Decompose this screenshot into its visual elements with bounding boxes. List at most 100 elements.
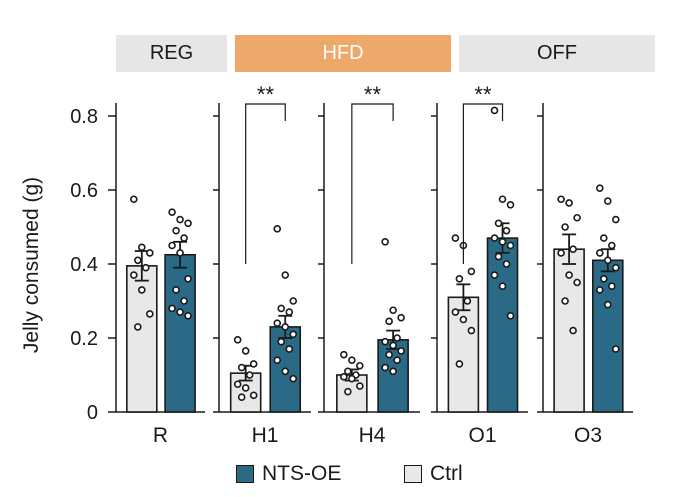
data-point <box>506 241 515 250</box>
jelly-consumption-chart: 0 0.2 0.4 0.6 0.8 R H1 ** H4 ** O1 ** O3 Jelly cons… <box>20 82 633 447</box>
data-point <box>348 356 356 365</box>
data-point <box>381 337 389 346</box>
data-point <box>273 225 282 233</box>
legend-swatch-nts-oe <box>236 465 254 483</box>
data-point <box>498 195 507 204</box>
legend: NTS-OE Ctrl <box>0 462 678 488</box>
data-point <box>289 297 298 305</box>
y-tick-label-0: 0 <box>87 402 98 424</box>
data-point <box>176 215 184 224</box>
data-point <box>233 380 242 389</box>
data-point <box>285 308 294 316</box>
data-point <box>146 310 154 318</box>
data-point <box>356 382 364 390</box>
significance-label: ** <box>257 82 275 107</box>
data-point <box>494 219 503 228</box>
data-point <box>611 263 620 272</box>
data-point <box>273 319 282 328</box>
data-point <box>569 326 577 335</box>
legend-item-ctrl: Ctrl <box>404 462 463 486</box>
data-point <box>241 347 250 355</box>
data-point <box>130 195 138 204</box>
data-point <box>180 297 188 305</box>
data-point <box>565 199 573 207</box>
data-point <box>241 384 250 392</box>
data-point <box>393 356 401 365</box>
panel-h4: H4 ** <box>318 82 420 447</box>
data-point <box>463 297 472 305</box>
data-point <box>249 391 258 400</box>
data-point <box>595 184 604 192</box>
data-point <box>611 215 620 224</box>
significance-bracket <box>351 103 394 264</box>
data-point <box>130 271 138 279</box>
data-point <box>281 271 290 279</box>
data-point <box>467 326 476 335</box>
data-point <box>389 341 397 350</box>
data-point <box>607 241 616 250</box>
data-point <box>603 256 612 265</box>
data-point <box>184 274 192 283</box>
data-point <box>573 213 581 222</box>
x-label-h4: H4 <box>359 424 386 447</box>
y-tick-label-1: 0.2 <box>70 328 98 350</box>
bar-o3-nts-oe <box>591 259 624 413</box>
data-point <box>142 263 150 272</box>
phase-off: OFF <box>459 35 655 72</box>
bar-o1-nts-oe <box>486 237 519 413</box>
data-point <box>490 234 499 242</box>
data-point <box>603 197 612 205</box>
y-axis: 0 0.2 0.4 0.6 0.8 <box>70 106 116 424</box>
phase-hfd: HFD <box>235 35 451 72</box>
data-point <box>561 223 569 231</box>
y-tick-label-2: 0.4 <box>70 254 98 276</box>
data-point <box>340 350 348 359</box>
panel-o3: O3 <box>537 103 633 447</box>
data-point <box>285 345 294 353</box>
data-point <box>595 286 604 294</box>
data-point <box>498 238 507 246</box>
data-point <box>249 360 258 368</box>
data-point <box>565 271 573 279</box>
data-point <box>599 274 608 283</box>
y-tick-label-4: 0.8 <box>70 106 98 128</box>
x-label-r: R <box>153 424 168 447</box>
data-point <box>180 234 188 242</box>
significance-label: ** <box>364 82 382 107</box>
data-point <box>134 256 142 265</box>
data-point <box>502 260 511 268</box>
data-point <box>289 374 298 383</box>
data-point <box>273 356 282 365</box>
data-point <box>573 278 581 287</box>
data-point <box>237 363 246 372</box>
data-point <box>138 243 146 252</box>
significance-label: ** <box>474 82 492 107</box>
significance-bracket <box>245 103 286 264</box>
data-point <box>561 297 569 305</box>
data-point <box>146 249 154 257</box>
data-point <box>168 241 176 250</box>
data-point <box>245 371 254 379</box>
x-label-o3: O3 <box>574 424 602 447</box>
y-tick-label-3: 0.6 <box>70 180 98 202</box>
data-point <box>506 311 515 320</box>
data-point <box>233 336 242 344</box>
x-label-h1: H1 <box>252 424 279 447</box>
data-point <box>506 201 515 209</box>
legend-item-nts-oe: NTS-OE <box>236 462 341 486</box>
data-point <box>599 234 608 242</box>
data-point <box>281 367 290 376</box>
data-point <box>381 363 389 372</box>
y-axis-label: Jelly consumed (g) <box>20 177 43 353</box>
data-point <box>389 306 397 315</box>
data-point <box>397 347 405 355</box>
data-point <box>134 323 142 331</box>
data-point <box>557 195 565 204</box>
panel-h1: H1 ** <box>213 82 311 447</box>
data-point <box>277 304 286 313</box>
significance-bracket <box>462 103 504 264</box>
panel-r: R <box>115 103 205 447</box>
data-point <box>289 330 298 339</box>
data-point <box>451 234 460 242</box>
data-point <box>344 367 352 376</box>
